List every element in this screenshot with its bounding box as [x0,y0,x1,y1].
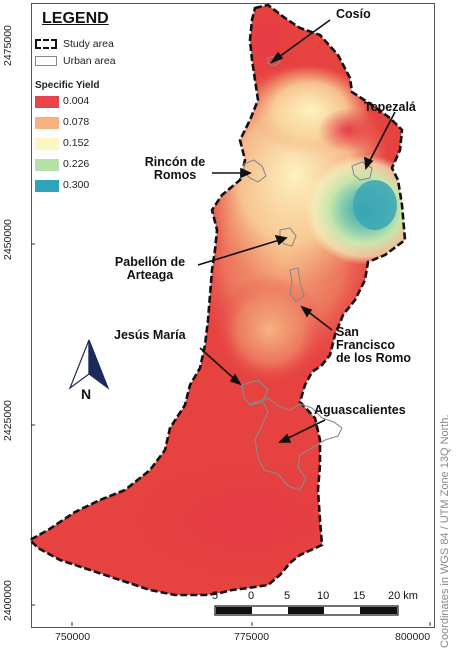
place-label-cosio: Cosío [336,7,371,21]
north-arrow-label: N [81,386,92,402]
class-swatch [35,180,59,192]
y-tick-label: 2400000 [2,580,14,621]
study-area-outline [27,3,407,597]
class-label: 0.152 [63,137,90,149]
y-tick-label: 2475000 [2,25,14,66]
legend-title: LEGEND [42,10,109,27]
place-label-sanfrancisco-line2: Francisco [336,338,396,352]
class-label: 0.300 [63,179,90,191]
place-label-pabellon: Pabellón de Arteaga [105,256,195,282]
place-label-rincon-line1: Rincón de [144,155,206,169]
class-label: 0.078 [63,116,90,128]
x-tick-label: 800000 [395,631,431,643]
class-swatch [35,159,59,171]
specific-yield-title: Specific Yield [35,80,100,91]
place-label-jesusmaria: Jesús María [114,328,186,342]
legend: LEGEND Study area Urban area Specific Yi… [32,4,150,196]
place-label-tepezala: Tepezalá [364,100,416,114]
urban-area-tepezala [351,161,373,181]
y-tick-label: 2450000 [2,219,14,260]
urban-area-cosio [267,55,281,67]
scale-bar-label: 0 [248,590,255,602]
coordinate-system-credit: Coordinates in WGS 84 / UTM Zone 13Q Nor… [439,414,451,648]
place-label-rincon-line2: Romos [153,168,197,182]
scale-bar-label: 10 [317,590,330,602]
class-swatch [35,117,59,129]
scale-bar [214,605,399,616]
pointer-cosio [271,19,331,63]
study-area-label: Study area [63,38,114,50]
urban-area-label: Urban area [63,55,116,67]
y-tick-label: 2425000 [2,400,14,441]
scale-bar-label: 5 [284,590,291,602]
urban-area-aguascalientes [249,397,343,491]
pointer-tepezala [365,111,396,169]
class-swatch [35,138,59,150]
x-tick-label: 775000 [234,631,270,643]
class-swatch [35,96,59,108]
place-label-sanfrancisco-line1: San [336,325,359,339]
study-area-swatch [35,39,57,49]
place-label-rincon: Rincón de Romos [135,156,215,182]
class-label: 0.226 [63,158,90,170]
place-label-aguascalientes: Aguascalientes [314,403,406,417]
urban-area-swatch [35,56,57,66]
scale-bar-label: 5 [212,590,219,602]
urban-area-sanfrancisco [289,267,305,303]
scale-bar-label: 20 km [388,590,418,602]
north-arrow [68,339,110,390]
scale-bar-label: 15 [353,590,366,602]
place-label-pabellon-line1: Pabellón de [114,255,186,269]
pointer-pabellon [197,237,287,266]
urban-area-jesusmaria [241,379,269,406]
place-label-sanfrancisco: San Francisco de los Romo [336,326,411,365]
place-label-sanfrancisco-line3: de los Romo [336,351,412,365]
place-label-pabellon-line2: Arteaga [126,268,174,282]
class-label: 0.004 [63,95,90,107]
x-tick-label: 750000 [55,631,91,643]
